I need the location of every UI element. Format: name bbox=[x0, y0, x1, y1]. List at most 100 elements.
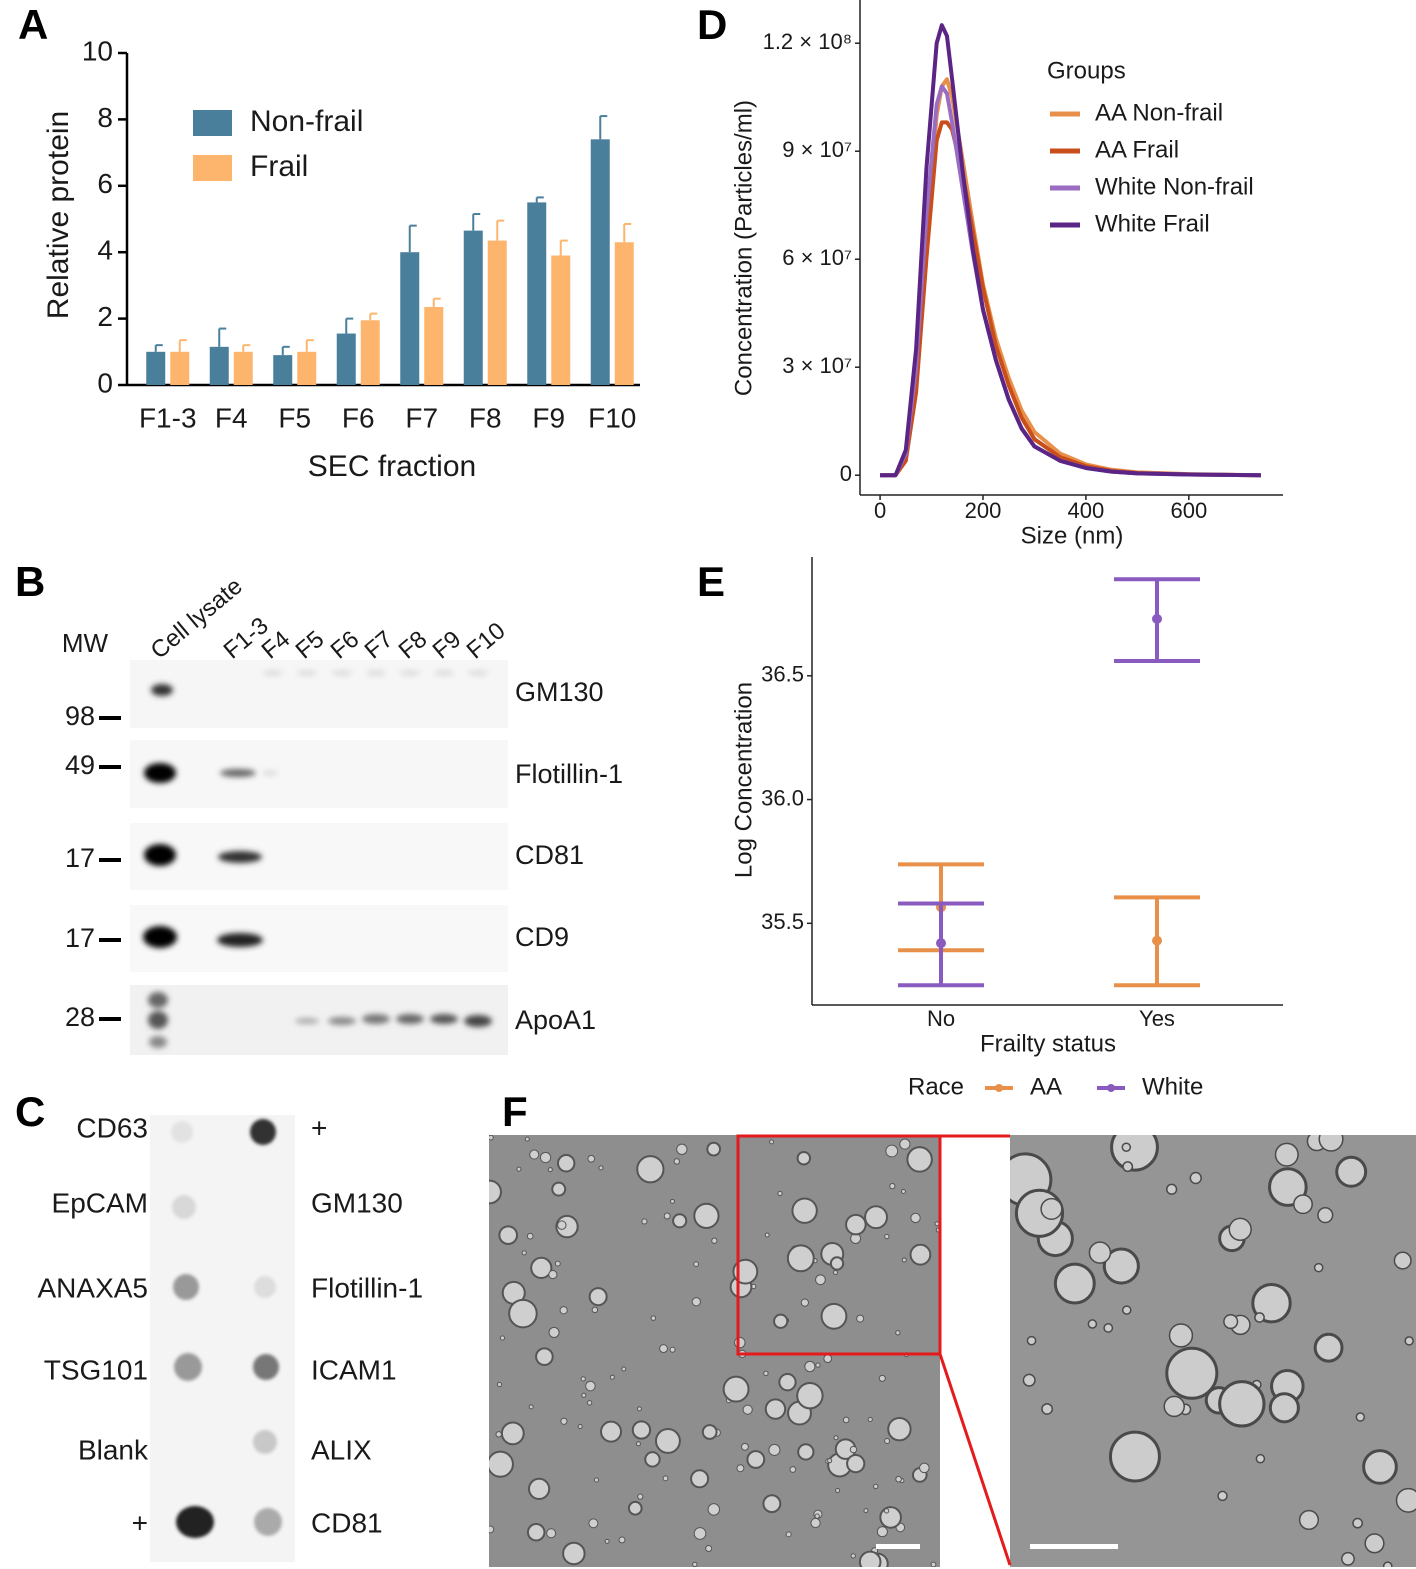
protein-label: CD81 bbox=[515, 840, 584, 870]
particle bbox=[591, 1306, 599, 1314]
particle bbox=[662, 1475, 669, 1482]
particle bbox=[693, 1202, 720, 1230]
particle bbox=[654, 1428, 681, 1454]
particle bbox=[557, 1220, 567, 1230]
bar bbox=[233, 351, 253, 385]
y-tick-label: 35.5 bbox=[761, 909, 804, 934]
particle bbox=[1122, 1161, 1134, 1173]
particle bbox=[835, 1487, 841, 1493]
particle bbox=[1026, 1335, 1037, 1346]
particle bbox=[560, 1417, 568, 1425]
x-tick-label: F9 bbox=[532, 402, 565, 433]
particle bbox=[796, 1381, 824, 1410]
legend-label: Non-frail bbox=[250, 105, 363, 138]
particle bbox=[1087, 1319, 1098, 1329]
particle bbox=[878, 1374, 886, 1382]
particle bbox=[1251, 1282, 1292, 1324]
particle bbox=[562, 1541, 586, 1566]
particle bbox=[489, 1525, 495, 1534]
particle bbox=[1298, 1509, 1320, 1531]
legend-label: White Non-frail bbox=[1095, 173, 1254, 200]
particle bbox=[1317, 1207, 1334, 1224]
mw-marker: 49 bbox=[65, 750, 95, 780]
particle bbox=[1268, 1167, 1308, 1207]
particle bbox=[842, 1416, 850, 1424]
y-tick-label: 1.2 × 10⁸ bbox=[763, 29, 852, 54]
particle bbox=[909, 1243, 932, 1266]
particle bbox=[556, 1154, 576, 1173]
y-tick-label: 36.5 bbox=[761, 662, 804, 687]
bar bbox=[400, 252, 420, 385]
particle bbox=[669, 1198, 675, 1204]
particle bbox=[500, 1421, 525, 1446]
particle bbox=[705, 1545, 713, 1553]
particle bbox=[659, 1344, 668, 1354]
particle bbox=[1041, 1403, 1054, 1415]
particle bbox=[856, 1314, 865, 1323]
x-tick-label: F6 bbox=[342, 402, 375, 433]
particle bbox=[1108, 1430, 1161, 1483]
particle bbox=[763, 1370, 769, 1377]
lane-label: F5 bbox=[291, 626, 330, 665]
legend-title: Race bbox=[908, 1073, 964, 1100]
particle bbox=[846, 1454, 866, 1474]
particle bbox=[1189, 1171, 1202, 1185]
y-tick-label: 6 × 10⁷ bbox=[782, 245, 852, 270]
particle bbox=[768, 1443, 781, 1456]
particle bbox=[641, 1218, 648, 1225]
particle bbox=[529, 1149, 540, 1160]
particle bbox=[815, 1274, 826, 1286]
particle bbox=[521, 1250, 527, 1256]
y-tick-label: 4 bbox=[97, 235, 113, 266]
particle bbox=[618, 1536, 626, 1544]
particle bbox=[785, 1531, 792, 1538]
particle bbox=[527, 1477, 551, 1500]
legend-label: AA Non-frail bbox=[1095, 99, 1223, 126]
particle bbox=[526, 1232, 534, 1240]
particle bbox=[621, 1366, 627, 1372]
particle bbox=[528, 1404, 534, 1410]
particle bbox=[1393, 1251, 1412, 1270]
particle bbox=[919, 1462, 930, 1474]
particle bbox=[1254, 1312, 1265, 1323]
particle bbox=[885, 1144, 899, 1158]
panel-label: A bbox=[18, 1, 48, 48]
particle bbox=[1040, 1197, 1063, 1221]
particle bbox=[742, 1404, 753, 1415]
particle bbox=[524, 1136, 530, 1142]
protein-label: GM130 bbox=[515, 677, 604, 707]
particle bbox=[526, 1522, 546, 1542]
particle bbox=[850, 1553, 856, 1559]
particle bbox=[673, 1158, 681, 1165]
dot-label-left: ANAXA5 bbox=[38, 1272, 149, 1303]
protein-label: CD9 bbox=[515, 922, 569, 952]
particle bbox=[796, 1151, 812, 1166]
particle bbox=[899, 1138, 911, 1150]
x-tick-label: F10 bbox=[588, 402, 636, 433]
particle bbox=[669, 1346, 676, 1353]
particle bbox=[910, 1212, 921, 1224]
particle bbox=[827, 1458, 833, 1464]
particle bbox=[1318, 1135, 1344, 1152]
particle bbox=[873, 1483, 879, 1490]
particle bbox=[1274, 1142, 1299, 1167]
particle bbox=[530, 1256, 553, 1280]
particle bbox=[644, 1451, 661, 1468]
line bbox=[880, 23, 1261, 478]
legend-label: White bbox=[1142, 1073, 1203, 1100]
particle bbox=[883, 1508, 890, 1514]
legend-label: AA bbox=[1030, 1073, 1062, 1100]
particle bbox=[672, 1213, 688, 1229]
y-axis-label: Relative protein bbox=[42, 111, 75, 319]
dot-label-right: CD81 bbox=[311, 1507, 383, 1538]
mw-marker: 98 bbox=[65, 701, 95, 731]
particle bbox=[1218, 1380, 1266, 1428]
particle bbox=[789, 1466, 797, 1473]
bar bbox=[360, 320, 380, 385]
bar bbox=[336, 333, 356, 385]
particle bbox=[707, 1503, 721, 1516]
y-tick-label: 0 bbox=[840, 461, 852, 486]
particle bbox=[1362, 1449, 1398, 1485]
particle bbox=[711, 1237, 718, 1244]
particle bbox=[636, 1406, 642, 1412]
